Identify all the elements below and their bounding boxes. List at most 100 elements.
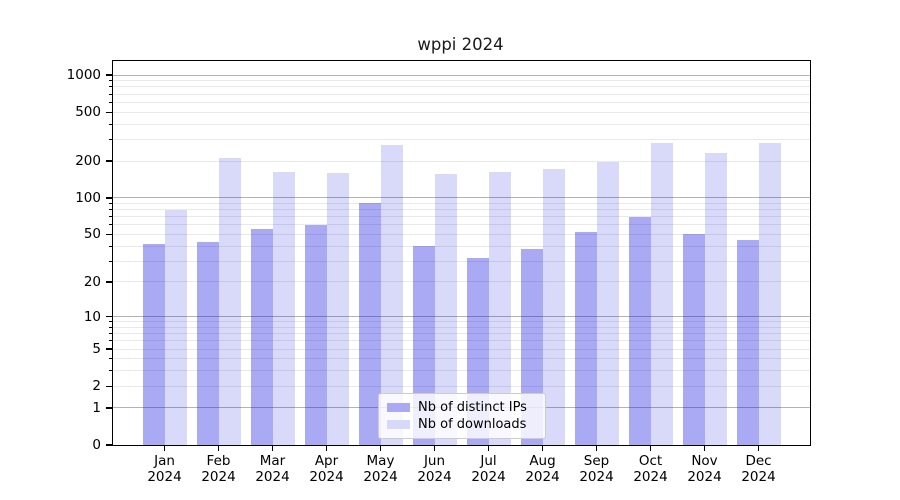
legend-item-distinct-ips: Nb of distinct IPs [387,399,537,416]
x-tick [703,446,706,451]
x-tick-label: Oct 2024 [633,453,668,485]
bar-nb-of-distinct-ips-may [358,202,381,445]
minor-gridline [113,93,810,95]
x-tick-label: Apr 2024 [309,453,344,485]
x-tick-label: Dec 2024 [741,453,776,485]
bar-nb-of-downloads-oct [650,142,673,445]
legend-label-downloads: Nb of downloads [418,417,527,432]
y-minor-tick [109,326,113,328]
y-tick [106,407,112,409]
bar-nb-of-distinct-ips-apr [304,224,327,445]
y-minor-tick [109,260,113,262]
x-tick-label: Jul 2024 [471,453,506,485]
y-tick [106,444,112,446]
y-minor-tick [109,209,113,211]
y-tick-label: 50 [83,226,101,243]
x-tick [217,446,220,451]
y-tick-label: 1000 [66,67,101,84]
y-tick [106,385,112,387]
y-minor-tick [109,321,113,323]
y-tick-label: 2 [92,378,101,395]
bar-nb-of-downloads-may [380,145,403,445]
x-tick [541,446,544,451]
y-minor-tick [109,245,113,247]
y-tick-label: 500 [75,104,101,121]
minor-gridline [113,80,810,82]
minor-gridline [113,86,810,88]
minor-gridline [113,348,810,350]
legend: Nb of distinct IPs Nb of downloads [378,393,546,439]
y-tick [106,74,112,76]
legend-item-downloads: Nb of downloads [387,416,537,433]
x-tick [163,446,166,451]
x-tick-label: Jan 2024 [147,453,182,485]
y-tick-label: 1 [92,399,101,416]
plot-area: Nb of distinct IPs Nb of downloads 1000 5… [67,60,811,485]
minor-gridline [113,333,810,335]
y-minor-tick [109,101,113,103]
major-gridline [113,197,810,199]
x-tick [595,446,598,451]
minor-gridline [113,321,810,323]
x-tick [757,446,760,451]
bar-nb-of-distinct-ips-jan [142,243,165,445]
x-tick-label: Nov 2024 [687,453,722,485]
bar-nb-of-downloads-feb [218,157,241,445]
y-tick [106,281,112,283]
y-minor-tick [109,340,113,342]
y-tick [106,233,112,236]
y-tick-label: 0 [92,437,101,453]
major-gridline [113,316,810,318]
bar-nb-of-distinct-ips-dec [736,239,759,445]
bar-nb-of-downloads-dec [758,142,781,445]
x-tick [271,446,274,451]
minor-gridline [113,385,810,387]
x-tick-label: Aug 2024 [525,453,560,485]
y-tick-label: 10 [83,308,101,325]
chart-title: wppi 2024 [417,35,504,54]
y-minor-tick [109,93,113,95]
legend-label-distinct-ips: Nb of distinct IPs [418,400,527,415]
y-tick-label: 200 [75,153,101,169]
x-tick-label: May 2024 [363,453,398,485]
minor-gridline [113,160,810,162]
y-minor-tick [109,80,113,82]
minor-gridline [113,326,810,328]
y-tick [106,197,112,199]
y-minor-tick [109,123,113,125]
y-minor-tick [109,216,113,218]
y-minor-tick [109,138,113,140]
y-tick [106,111,112,113]
bar-nb-of-downloads-jun [434,173,457,445]
minor-gridline [113,281,810,283]
y-minor-tick [109,358,113,360]
x-tick-label: Mar 2024 [255,453,290,485]
y-minor-tick [109,370,113,372]
bar-nb-of-downloads-jul [488,172,511,445]
minor-gridline [113,245,810,247]
minor-gridline [113,202,810,204]
minor-gridline [113,101,810,103]
bar-nb-of-distinct-ips-mar [250,229,273,445]
y-tick-label: 5 [92,341,101,358]
y-tick-label: 100 [75,189,101,206]
bar-nb-of-distinct-ips-nov [682,234,705,445]
minor-gridline [113,233,810,235]
bar-nb-of-downloads-sep [596,161,619,445]
minor-gridline [113,370,810,372]
minor-gridline [113,340,810,342]
x-tick-label: Feb 2024 [201,453,236,485]
minor-gridline [113,138,810,140]
y-minor-tick [109,224,113,226]
bar-nb-of-downloads-mar [272,171,295,445]
y-minor-tick [109,202,113,204]
bar-nb-of-downloads-aug [542,169,565,445]
bar-nb-of-distinct-ips-feb [196,242,219,445]
x-tick [379,446,382,451]
x-tick-label: Jun 2024 [417,453,452,485]
y-minor-tick [109,333,113,335]
minor-gridline [113,260,810,262]
bar-nb-of-downloads-apr [326,172,349,445]
x-tick [433,446,436,451]
